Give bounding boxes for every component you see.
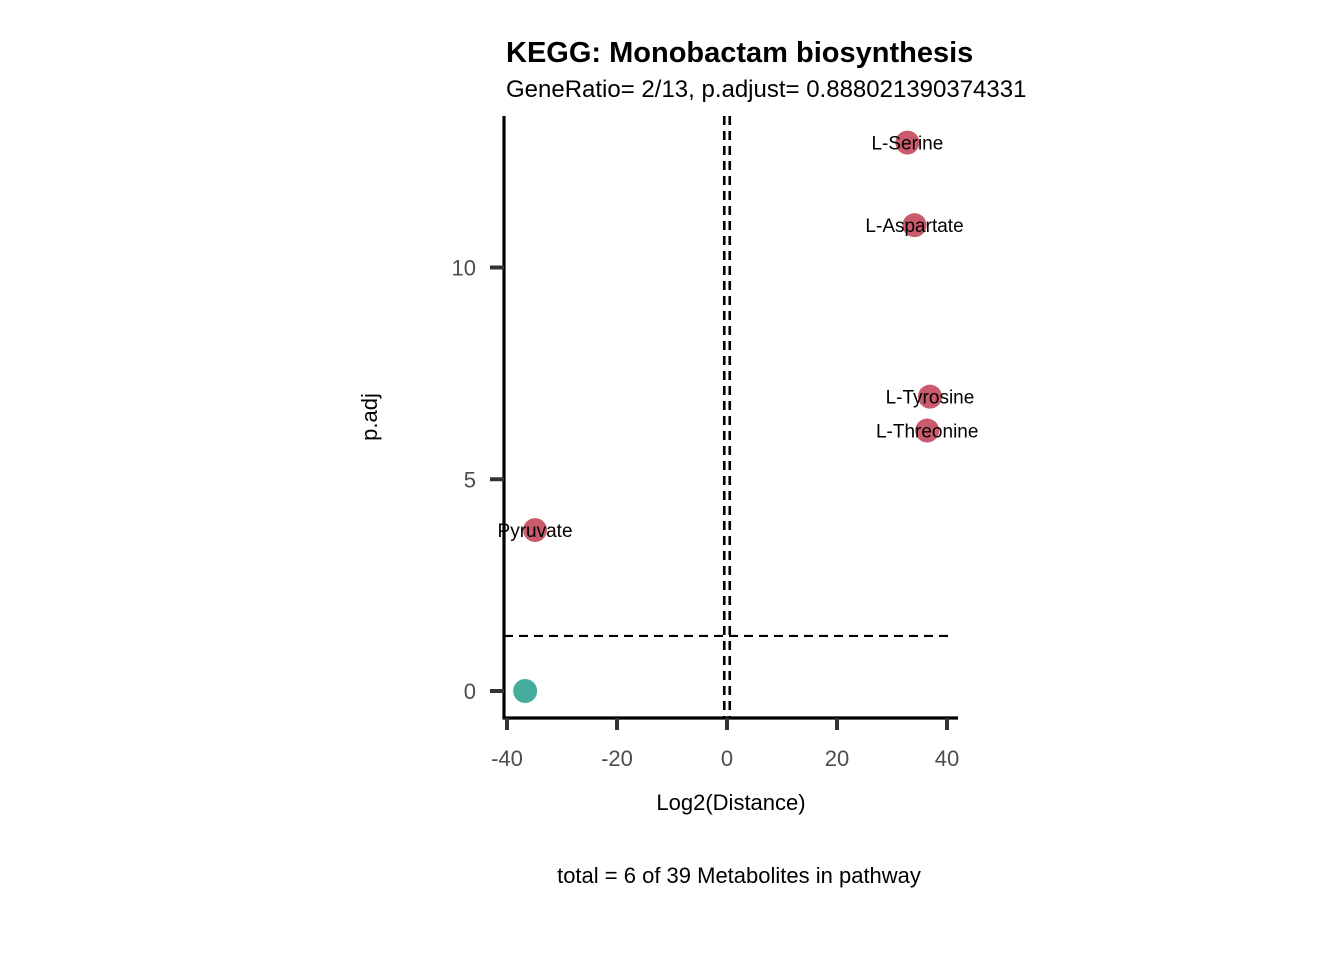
data-point-label: L-Tyrosine (886, 388, 975, 409)
data-point (513, 679, 538, 703)
x-tick-label: 20 (825, 746, 849, 771)
x-axis-title: Log2(Distance) (656, 790, 805, 815)
axes: -40 -20 0 20 40 0 5 10 (452, 116, 959, 771)
y-axis-title: p.adj (357, 393, 382, 441)
data-points (513, 130, 942, 703)
x-tick-label: -40 (491, 746, 523, 771)
data-point-label: Pyruvate (498, 521, 573, 542)
data-point-label: L-Threonine (876, 422, 978, 443)
x-tick-label: -20 (601, 746, 633, 771)
x-tick-label: 40 (935, 746, 959, 771)
data-point (917, 384, 942, 409)
data-point-label: L-Serine (871, 134, 943, 155)
data-point (902, 213, 927, 238)
point-labels: L-Serine L-Aspartate L-Tyrosine L-Threonine… (498, 134, 979, 543)
data-point-label: L-Aspartate (865, 216, 963, 237)
chart-title: KEGG: Monobactam biosynthesis (506, 37, 973, 69)
y-tick-label: 0 (464, 679, 476, 704)
y-tick-label: 10 (452, 256, 476, 281)
data-point (523, 518, 548, 543)
chart-subtitle: GeneRatio= 2/13, p.adjust= 0.88802139037… (506, 76, 1026, 103)
data-point (895, 130, 920, 155)
x-tick-label: 0 (721, 746, 733, 771)
y-tick-label: 5 (464, 467, 476, 492)
chart-caption: total = 6 of 39 Metabolites in pathway (557, 863, 921, 888)
data-point (915, 418, 940, 443)
reference-lines (504, 116, 950, 718)
